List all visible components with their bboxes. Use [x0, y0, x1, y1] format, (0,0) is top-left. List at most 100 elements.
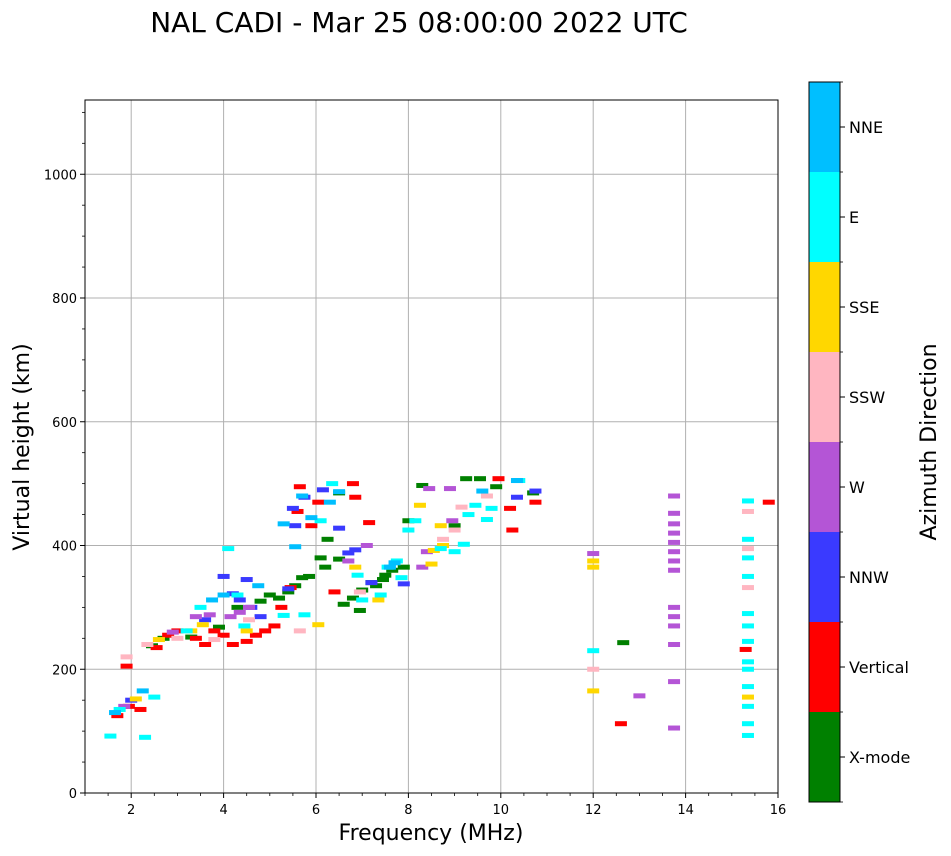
data-point-w	[189, 614, 202, 620]
data-point-sse	[437, 543, 450, 548]
data-point-nnw	[333, 525, 346, 531]
colorbar-tick-label: NNW	[849, 568, 889, 587]
x-tick-label: 4	[219, 803, 227, 818]
data-point-vertical	[762, 499, 775, 505]
data-point-x-mode	[402, 518, 415, 524]
data-point-e	[326, 481, 339, 487]
data-point-w	[668, 510, 681, 516]
data-point-vertical	[268, 623, 281, 629]
colorbar-tick-label: E	[849, 208, 859, 227]
data-point-e	[148, 694, 161, 700]
data-point-x-mode	[490, 484, 503, 490]
x-tick-label: 12	[585, 803, 602, 818]
data-point-ssw	[741, 508, 754, 514]
data-point-vertical	[217, 632, 230, 638]
data-point-e	[741, 555, 754, 561]
data-point-vertical	[275, 604, 288, 610]
data-point-vertical	[208, 628, 221, 634]
y-tick-label: 800	[52, 292, 77, 307]
y-tick-label: 1000	[44, 168, 77, 183]
data-point-x-mode	[254, 598, 267, 604]
data-point-x-mode	[379, 572, 392, 578]
data-point-w	[668, 539, 681, 545]
data-point-sse	[587, 688, 600, 694]
data-point-e	[238, 623, 251, 629]
data-point-nne	[510, 478, 523, 484]
data-point-nnw	[199, 617, 212, 623]
colorbar-tick-label: W	[849, 478, 865, 497]
x-axis: 2 4 6 8 10 12 14 16	[84, 793, 787, 818]
data-point-e	[277, 612, 290, 618]
colorbar-tick-label: Vertical	[849, 658, 909, 677]
data-point-x-mode	[386, 567, 399, 573]
data-point-w	[423, 486, 436, 492]
data-point-e	[741, 536, 754, 542]
data-point-ssw	[448, 527, 461, 533]
data-point-e	[104, 733, 117, 739]
data-point-ssw	[171, 635, 184, 641]
data-point-x-mode	[474, 476, 487, 482]
x-tick-label: 8	[404, 803, 412, 818]
data-point-x-mode	[319, 564, 332, 570]
data-point-nnw	[365, 580, 378, 586]
data-point-nnw	[240, 577, 253, 583]
data-point-sse	[413, 502, 426, 508]
data-point-nnw	[342, 550, 355, 556]
data-point-w	[668, 604, 681, 610]
data-point-ssw	[208, 637, 221, 643]
data-point-x-mode	[321, 536, 334, 542]
data-point-sse	[240, 628, 253, 634]
data-point-x-mode	[617, 640, 630, 646]
data-point-ssw	[741, 585, 754, 591]
data-point-vertical	[162, 632, 175, 638]
data-point-nnw	[254, 614, 267, 620]
data-point-nnw	[217, 573, 230, 579]
colorbar-swatch-e	[809, 172, 840, 262]
data-point-w	[203, 612, 216, 618]
data-point-w	[416, 564, 429, 570]
data-point-nnw	[233, 597, 246, 603]
x-tick-label: 14	[677, 803, 694, 818]
x-tick-label: 2	[127, 803, 135, 818]
data-point-e	[741, 498, 754, 504]
data-point-nnw	[510, 494, 523, 500]
data-point-w	[587, 551, 600, 557]
data-point-x-mode	[314, 555, 327, 561]
data-point-e	[298, 612, 311, 618]
data-point-e	[741, 721, 754, 727]
data-point-nnw	[286, 505, 299, 511]
data-point-w	[166, 629, 179, 635]
data-point-e	[741, 666, 754, 672]
data-point-sse	[425, 561, 438, 567]
data-point-sse	[587, 558, 600, 564]
data-point-e	[139, 734, 152, 740]
data-point-w	[668, 614, 681, 620]
x-tick-label: 16	[770, 803, 787, 818]
data-point-nne	[109, 710, 122, 716]
data-point-w	[668, 521, 681, 527]
data-point-nnw	[349, 547, 362, 553]
data-point-sse	[152, 637, 165, 643]
data-point-vertical	[293, 484, 306, 490]
data-point-vertical	[504, 505, 517, 511]
data-point-vertical	[111, 713, 124, 719]
data-point-e	[462, 512, 475, 518]
data-point-e	[434, 546, 447, 552]
chart-title: NAL CADI - Mar 25 08:00:00 2022 UTC	[150, 6, 688, 39]
data-point-vertical	[150, 645, 163, 651]
data-point-e	[485, 505, 498, 511]
data-point-x-mode	[282, 589, 295, 595]
data-point-vertical	[506, 527, 519, 533]
colorbar-swatch-vertical	[809, 622, 840, 712]
data-point-x-mode	[296, 575, 309, 581]
data-point-x-mode	[346, 595, 359, 601]
data-point-w	[342, 558, 355, 564]
data-point-x-mode	[303, 573, 316, 579]
data-point-e	[113, 706, 126, 712]
data-point-w	[420, 549, 433, 555]
data-point-nne	[136, 688, 149, 694]
colorbar-swatch-nne	[809, 82, 840, 172]
data-point-w	[118, 703, 131, 709]
data-point-nne	[289, 544, 302, 550]
